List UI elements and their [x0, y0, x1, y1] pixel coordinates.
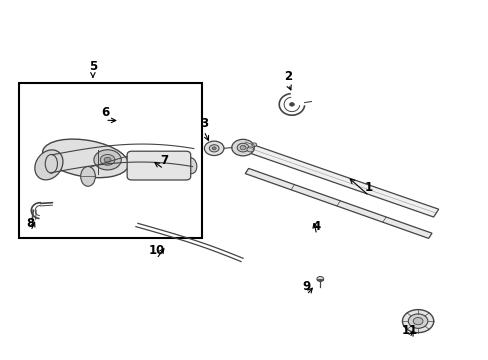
Circle shape — [209, 145, 219, 152]
FancyBboxPatch shape — [127, 151, 190, 180]
Text: 10: 10 — [148, 244, 164, 257]
Circle shape — [231, 139, 254, 156]
Circle shape — [94, 150, 121, 170]
Circle shape — [407, 314, 427, 328]
Circle shape — [204, 141, 224, 156]
Circle shape — [237, 143, 248, 152]
Polygon shape — [240, 142, 438, 217]
Circle shape — [246, 147, 253, 152]
Ellipse shape — [81, 166, 95, 186]
Text: 4: 4 — [312, 220, 320, 233]
Circle shape — [402, 310, 433, 333]
Circle shape — [251, 143, 256, 147]
Circle shape — [316, 276, 323, 282]
Text: 2: 2 — [284, 70, 292, 83]
Text: 11: 11 — [401, 324, 417, 337]
Text: 1: 1 — [365, 181, 372, 194]
Ellipse shape — [45, 154, 58, 173]
Text: 9: 9 — [302, 280, 310, 293]
Polygon shape — [245, 168, 431, 238]
Bar — [19, 83, 202, 238]
Ellipse shape — [42, 139, 128, 178]
Circle shape — [412, 318, 422, 325]
Text: 5: 5 — [89, 60, 97, 73]
Ellipse shape — [35, 150, 63, 180]
Circle shape — [100, 154, 115, 165]
Text: 6: 6 — [101, 106, 109, 119]
Circle shape — [289, 103, 294, 106]
Text: 7: 7 — [160, 154, 167, 167]
Circle shape — [104, 157, 111, 162]
Text: 3: 3 — [200, 117, 207, 130]
Circle shape — [240, 145, 245, 150]
Ellipse shape — [184, 158, 197, 174]
Circle shape — [212, 147, 216, 150]
Text: 8: 8 — [27, 217, 35, 230]
